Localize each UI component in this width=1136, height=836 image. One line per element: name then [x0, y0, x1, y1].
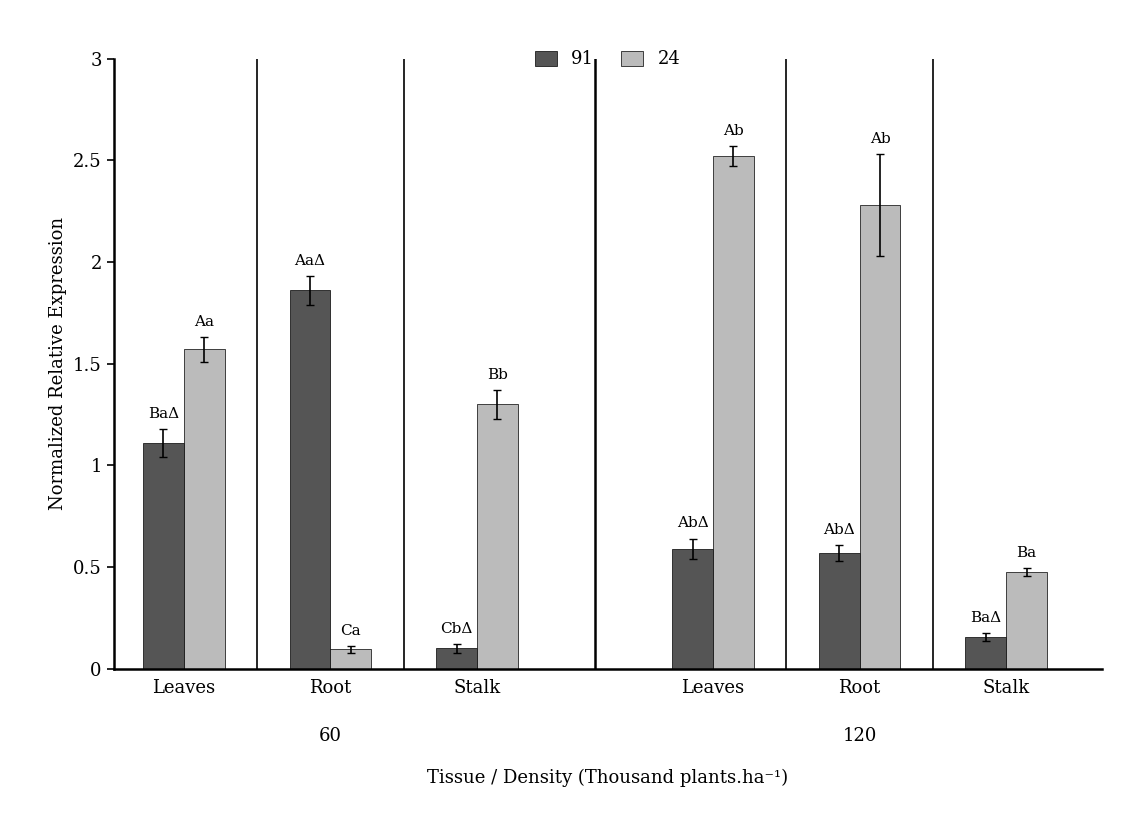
- Text: 120: 120: [843, 727, 877, 745]
- Y-axis label: Normalized Relative Expression: Normalized Relative Expression: [50, 217, 67, 510]
- Text: Ba: Ba: [1017, 546, 1037, 560]
- Bar: [713, 156, 754, 669]
- Text: Ab: Ab: [722, 124, 744, 138]
- Text: Ca: Ca: [341, 624, 361, 639]
- Text: CbΔ: CbΔ: [441, 622, 473, 636]
- Text: Ab: Ab: [870, 132, 891, 146]
- Text: 60: 60: [319, 727, 342, 745]
- Bar: [184, 349, 225, 669]
- Text: Bb: Bb: [487, 368, 508, 382]
- Bar: [436, 649, 477, 669]
- Text: BaΔ: BaΔ: [148, 406, 178, 421]
- Text: BaΔ: BaΔ: [970, 611, 1002, 625]
- Legend: 91, 24: 91, 24: [528, 43, 687, 75]
- Text: AaΔ: AaΔ: [294, 254, 326, 268]
- Bar: [331, 650, 371, 669]
- Text: AbΔ: AbΔ: [824, 522, 855, 537]
- Bar: [819, 553, 860, 669]
- Text: Aa: Aa: [194, 315, 215, 329]
- Bar: [143, 443, 184, 669]
- Bar: [673, 548, 713, 669]
- Bar: [1006, 572, 1047, 669]
- Bar: [290, 290, 331, 669]
- X-axis label: Tissue / Density (Thousand plants.ha⁻¹): Tissue / Density (Thousand plants.ha⁻¹): [427, 769, 788, 787]
- Bar: [966, 637, 1006, 669]
- Text: AbΔ: AbΔ: [677, 517, 709, 531]
- Bar: [477, 405, 518, 669]
- Bar: [860, 205, 901, 669]
